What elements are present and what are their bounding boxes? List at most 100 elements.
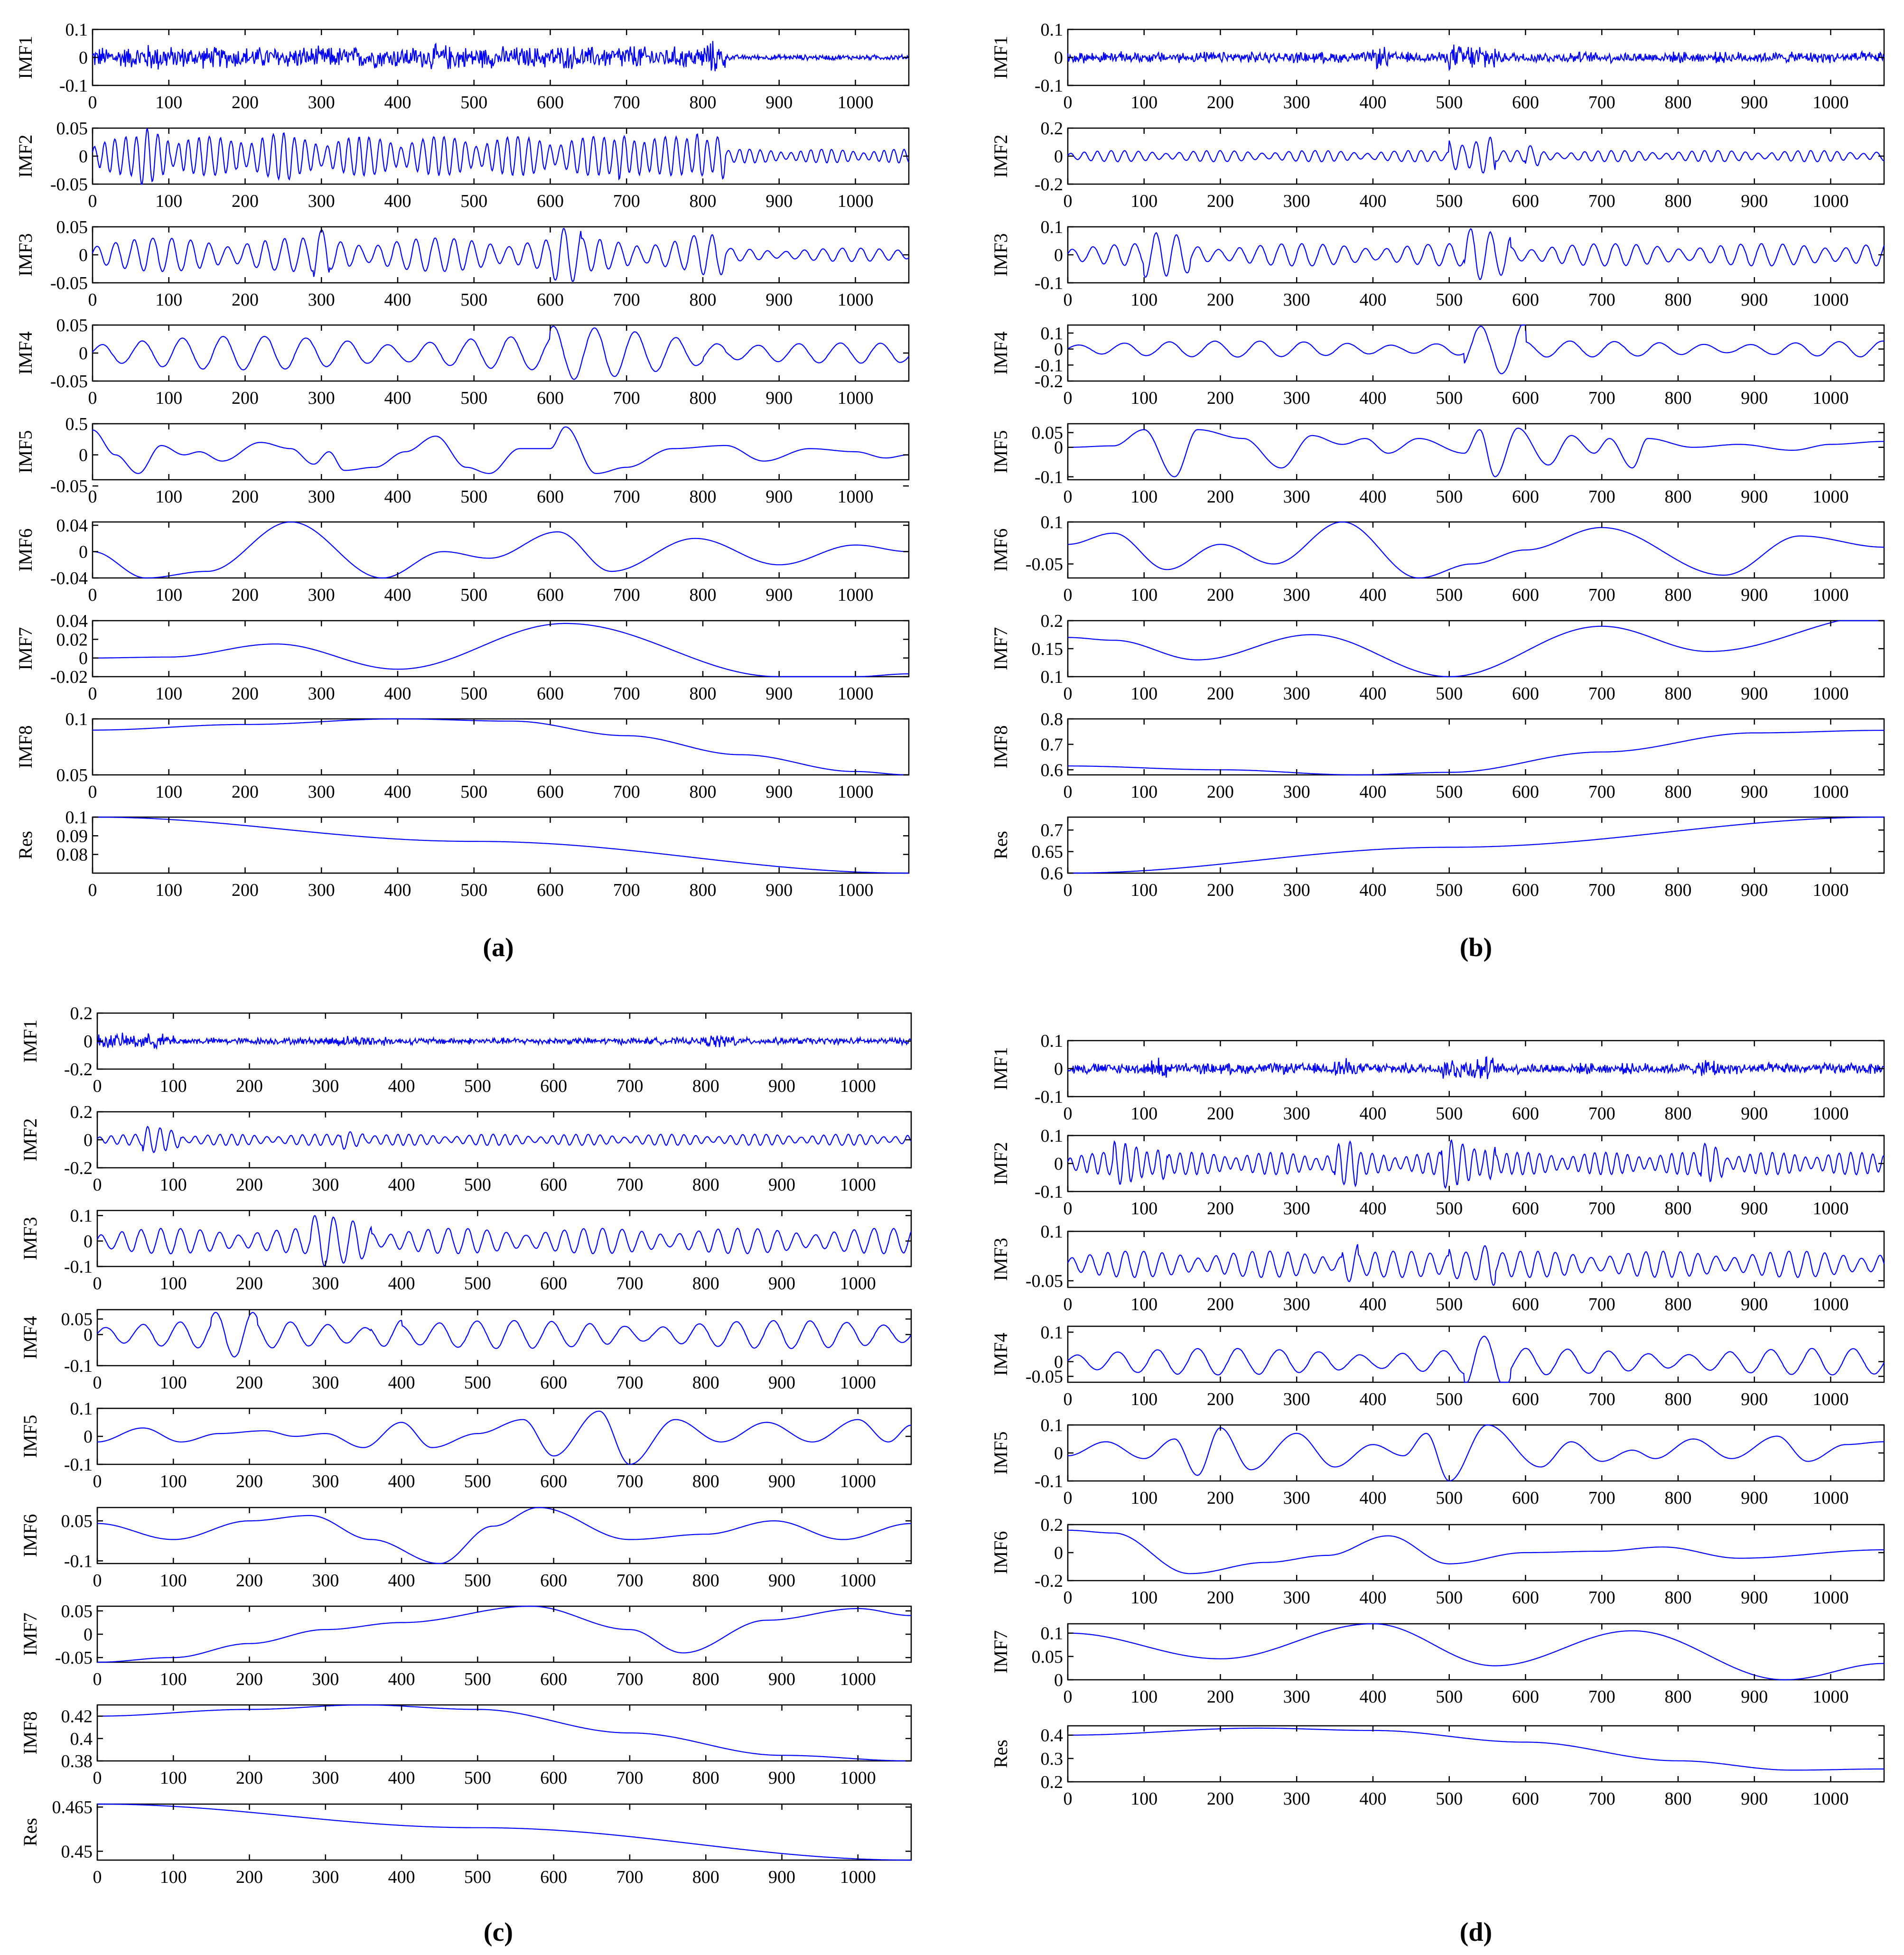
y-tick-label: 0.05 bbox=[56, 217, 88, 237]
x-tick-label: 1000 bbox=[1812, 1687, 1848, 1707]
y-axis-label: IMF8 bbox=[990, 725, 1011, 768]
x-tick-label: 800 bbox=[1664, 1789, 1691, 1809]
panel-d: 0 100 200 300 400 500 600 700 800 900 10000.10-0.1… bbox=[990, 1031, 1885, 1809]
x-tick-label: 500 bbox=[1436, 388, 1463, 408]
series-line-imf1 bbox=[97, 1033, 912, 1050]
y-tick-label: 0 bbox=[84, 1625, 93, 1645]
x-tick-label: 0 bbox=[1064, 1687, 1073, 1707]
x-tick-label: 1000 bbox=[840, 1571, 876, 1591]
subplot-imf1: 0 100 200 300 400 500 600 700 800 900 10000.10-0.1… bbox=[990, 1031, 1885, 1124]
x-tick-label: 100 bbox=[1130, 1104, 1157, 1124]
subplot-imf5: 0 100 200 300 400 500 600 700 800 900 10000.10-0.1… bbox=[990, 1415, 1885, 1508]
x-tick-label: 1000 bbox=[1812, 93, 1848, 112]
x-tick-label: 800 bbox=[1664, 290, 1691, 310]
x-tick-label: 300 bbox=[312, 1768, 339, 1788]
x-tick-label: 800 bbox=[1664, 1389, 1691, 1409]
x-tick-label: 500 bbox=[1436, 1389, 1463, 1409]
x-tick-label: 200 bbox=[1207, 684, 1234, 704]
y-tick-label: 0.05 bbox=[1032, 423, 1064, 443]
series-line-res bbox=[1068, 1727, 1884, 1771]
x-tick-label: 800 bbox=[692, 1768, 719, 1788]
y-tick-label: 0.1 bbox=[65, 20, 88, 40]
x-tick-label: 400 bbox=[1359, 880, 1386, 900]
x-tick-label: 0 bbox=[1064, 1389, 1073, 1409]
x-tick-label: 1000 bbox=[1812, 1488, 1848, 1508]
x-tick-label: 500 bbox=[464, 1373, 491, 1393]
x-tick-label: 300 bbox=[1283, 880, 1310, 900]
y-axis-label: IMF5 bbox=[990, 1431, 1011, 1474]
panel-a: 0 100 200 300 400 500 600 700 800 900 10000.10-0.1… bbox=[15, 20, 910, 900]
x-tick-label: 100 bbox=[155, 388, 182, 408]
x-tick-label: 800 bbox=[1664, 1104, 1691, 1124]
subplot-imf6: 0 100 200 300 400 500 600 700 800 900 10000.20-0.2… bbox=[990, 1515, 1885, 1608]
x-tick-label: 100 bbox=[160, 1175, 187, 1195]
x-tick-label: 0 bbox=[93, 1274, 102, 1294]
axes-frame bbox=[1067, 1524, 1885, 1582]
x-tick-label: 800 bbox=[1664, 191, 1691, 211]
y-tick-label: -0.2 bbox=[1035, 175, 1063, 195]
series-line-imf4 bbox=[97, 1312, 912, 1358]
x-tick-label: 200 bbox=[232, 93, 259, 112]
y-tick-label: -0.1 bbox=[1035, 1471, 1063, 1491]
x-tick-label: 1000 bbox=[1812, 1588, 1848, 1608]
x-tick-label: 100 bbox=[1130, 191, 1157, 211]
axes-frame bbox=[92, 127, 910, 185]
x-tick-label: 300 bbox=[1283, 684, 1310, 704]
x-tick-label: 100 bbox=[155, 487, 182, 507]
x-tick-label: 700 bbox=[1588, 782, 1615, 802]
x-tick-label: 0 bbox=[1064, 191, 1073, 211]
axes-frame bbox=[92, 620, 910, 678]
x-tick-label: 900 bbox=[765, 290, 793, 310]
y-tick-label: 0 bbox=[1054, 438, 1063, 458]
y-tick-label: -0.2 bbox=[64, 1060, 93, 1080]
series-line-imf4 bbox=[92, 326, 909, 380]
x-tick-label: 700 bbox=[613, 487, 640, 507]
panel-b: 0 100 200 300 400 500 600 700 800 900 10000.10-0.1… bbox=[990, 20, 1885, 900]
x-tick-label: 400 bbox=[384, 782, 411, 802]
y-tick-label: 0.1 bbox=[70, 1399, 93, 1419]
x-tick-label: 800 bbox=[689, 191, 716, 211]
axes-frame bbox=[1067, 521, 1885, 579]
x-tick-label: 500 bbox=[1436, 1488, 1463, 1508]
subplot-imf7: 0 100 200 300 400 500 600 700 800 900 1000 0.040.02… bbox=[15, 611, 910, 704]
x-tick-label: 400 bbox=[384, 585, 411, 605]
y-tick-label: -0.1 bbox=[1035, 467, 1063, 487]
axes-frame bbox=[1067, 1623, 1885, 1681]
x-tick-label: 1000 bbox=[840, 1669, 876, 1689]
y-axis-label: IMF5 bbox=[15, 430, 36, 473]
x-tick-label: 700 bbox=[1588, 388, 1615, 408]
x-tick-label: 900 bbox=[765, 388, 793, 408]
subplot-res: 0 100 200 300 400 500 600 700 800 900 1000 0.4 0.3 0.… bbox=[990, 1725, 1885, 1809]
x-tick-label: 0 bbox=[88, 585, 97, 605]
x-tick-label: 500 bbox=[460, 388, 487, 408]
x-tick-label: 500 bbox=[464, 1571, 491, 1591]
x-tick-label: 400 bbox=[1359, 1488, 1386, 1508]
series-line-imf5 bbox=[1068, 428, 1884, 478]
axes-frame bbox=[96, 1507, 912, 1564]
x-tick-label: 300 bbox=[312, 1571, 339, 1591]
x-tick-label: 600 bbox=[540, 1768, 567, 1788]
y-tick-label: 0.2 bbox=[1041, 119, 1064, 139]
x-tick-label: 300 bbox=[308, 684, 335, 704]
y-tick-label: 0 bbox=[84, 1130, 93, 1150]
subplot-imf3: 0 100 200 300 400 500 600 700 800 900 10000.10-0.1… bbox=[990, 217, 1885, 310]
x-tick-label: 100 bbox=[155, 880, 182, 900]
x-tick-label: 300 bbox=[1283, 290, 1310, 310]
x-tick-label: 1000 bbox=[1812, 388, 1848, 408]
series-line-imf1 bbox=[1067, 44, 1885, 72]
series-line-imf8 bbox=[93, 718, 909, 776]
y-axis-label: IMF2 bbox=[15, 134, 36, 177]
y-tick-label: 0.05 bbox=[1032, 1647, 1064, 1667]
x-tick-label: 500 bbox=[464, 1867, 491, 1887]
series-line-imf2 bbox=[97, 1126, 912, 1154]
x-tick-label: 800 bbox=[689, 880, 716, 900]
x-tick-label: 100 bbox=[1130, 93, 1157, 112]
axes-frame bbox=[96, 1111, 912, 1169]
x-tick-label: 500 bbox=[460, 684, 487, 704]
x-tick-label: 300 bbox=[1283, 487, 1310, 507]
x-tick-label: 700 bbox=[613, 290, 640, 310]
axes-frame bbox=[96, 1605, 912, 1663]
x-tick-label: 300 bbox=[1283, 388, 1310, 408]
x-tick-label: 500 bbox=[1436, 1199, 1463, 1219]
